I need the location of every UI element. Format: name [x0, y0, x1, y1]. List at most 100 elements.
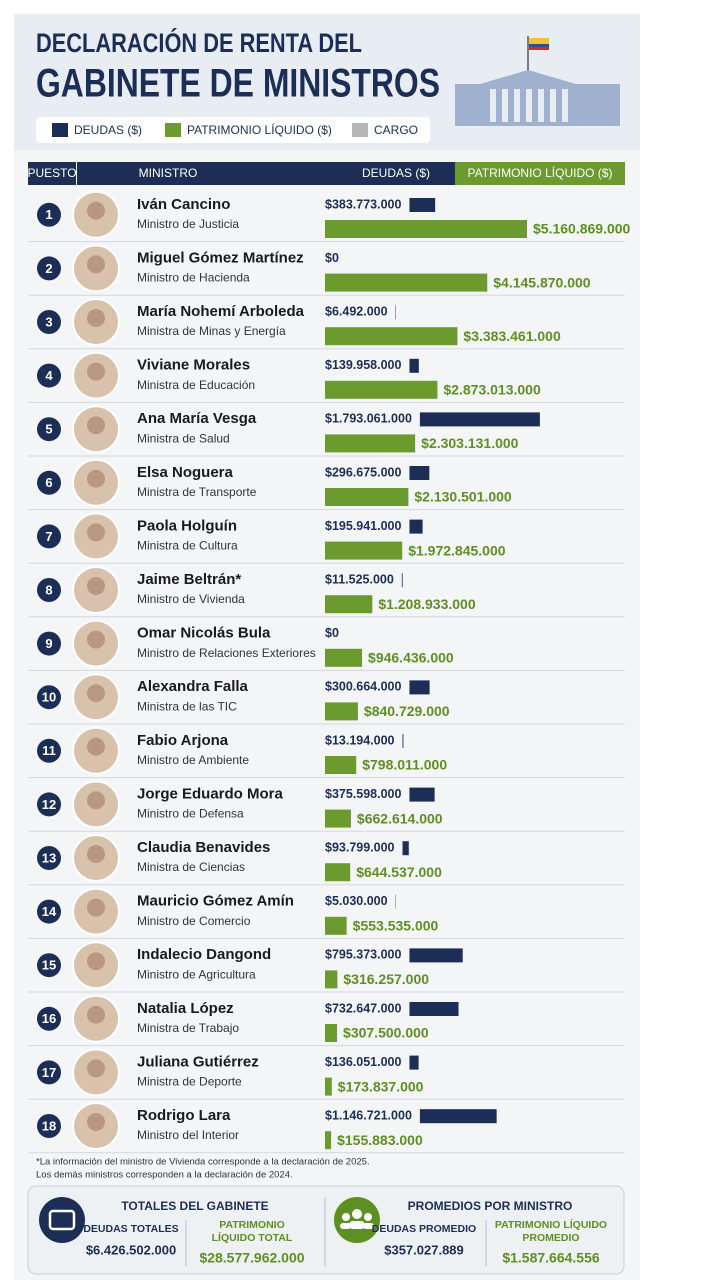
- minister-name: Juliana Gutiérrez: [137, 1053, 259, 1070]
- minister-role: Ministra de las TIC: [137, 699, 237, 713]
- summary-label: PATRIMONIO: [219, 1219, 285, 1231]
- rank: 8: [45, 582, 52, 597]
- legend-swatch: [352, 123, 368, 137]
- minister-role: Ministro de Defensa: [137, 807, 244, 821]
- minister-name: Claudia Benavides: [137, 839, 270, 856]
- legend-label: CARGO: [374, 123, 418, 137]
- patrimony-label: $316.257.000: [343, 971, 429, 987]
- rank: 11: [42, 743, 56, 758]
- debt-bar: [402, 734, 404, 748]
- column-header: DEUDAS ($): [362, 166, 430, 180]
- minister-role: Ministra de Minas y Energía: [137, 324, 286, 338]
- minister-role: Ministro de Relaciones Exteriores: [137, 646, 316, 660]
- patrimony-bar: [325, 273, 488, 292]
- rank-badge: [37, 1006, 61, 1031]
- patrimony-bar: [325, 220, 527, 238]
- rank: 7: [45, 529, 52, 544]
- summary-label: DEUDAS TOTALES: [83, 1223, 178, 1235]
- legend-swatch: [165, 123, 181, 137]
- rank: 13: [42, 850, 56, 865]
- summary-label: LÍQUIDO TOTAL: [212, 1231, 293, 1244]
- legend-swatch: [52, 123, 68, 137]
- rank-badge: [37, 578, 61, 602]
- debt-bar: [401, 573, 403, 588]
- title-line: DECLARACIÓN DE RENTA DEL: [36, 27, 362, 58]
- debt-label: $0: [325, 251, 339, 265]
- debt-bar: [409, 466, 430, 480]
- minister-name: Jaime Beltrán*: [137, 571, 241, 588]
- minister-role: Ministro del Interior: [137, 1128, 239, 1142]
- debt-bar: [409, 1002, 459, 1016]
- debt-label: $6.492.000: [325, 304, 388, 318]
- rank: 2: [45, 261, 52, 276]
- rank: 15: [42, 958, 56, 973]
- summary-label: DEUDAS PROMEDIO: [372, 1223, 476, 1235]
- patrimony-bar: [325, 434, 416, 453]
- minister-name: Mauricio Gómez Amín: [137, 893, 294, 910]
- patrimony-label: $2.130.501.000: [414, 489, 512, 505]
- debt-bar: [409, 198, 436, 212]
- debt-label: $93.799.000: [325, 840, 395, 854]
- debt-label: $1.146.721.000: [325, 1108, 412, 1122]
- rank-badge: [37, 738, 61, 763]
- patrimony-label: $307.500.000: [343, 1025, 429, 1041]
- debt-label: $11.525.000: [325, 572, 394, 586]
- rank: 18: [42, 1118, 56, 1133]
- minister-name: Miguel Gómez Martínez: [137, 249, 304, 266]
- minister-name: Indalecio Dangond: [137, 946, 271, 963]
- debt-label: $195.941.000: [325, 519, 402, 533]
- photo-face: [87, 469, 105, 488]
- debt-bar: [409, 519, 423, 534]
- rank-badge: [37, 470, 61, 495]
- patrimony-bar: [325, 809, 351, 828]
- minister-role: Ministra de Ciencias: [137, 860, 245, 874]
- photo-face: [87, 309, 105, 327]
- rank: 5: [45, 422, 52, 437]
- minister-role: Ministro de Hacienda: [137, 271, 250, 285]
- people-glyph: [340, 1209, 374, 1229]
- photo-face: [87, 523, 105, 542]
- minister-role: Ministra de Educación: [137, 378, 255, 392]
- debt-bar: [419, 1109, 497, 1124]
- rank: 14: [42, 904, 57, 919]
- minister-name: Omar Nicolás Bula: [137, 625, 271, 642]
- patrimony-bar: [325, 488, 409, 506]
- summary-title: TOTALES DEL GABINETE: [121, 1199, 268, 1213]
- photo-face: [87, 1005, 105, 1024]
- summary-value: $28.577.962.000: [199, 1250, 304, 1266]
- rank: 9: [45, 636, 52, 651]
- minister-role: Ministra de Cultura: [137, 539, 238, 553]
- photo-face: [87, 416, 105, 435]
- header-cell: [77, 162, 455, 185]
- patrimony-bar: [325, 327, 458, 346]
- patrimony-label: $553.535.000: [353, 918, 439, 934]
- minister-name: Jorge Eduardo Mora: [137, 785, 284, 802]
- photo-face: [87, 630, 105, 649]
- rank-badge: [37, 417, 61, 442]
- patrimony-label: $4.145.870.000: [493, 274, 591, 290]
- debt-bar: [409, 680, 430, 695]
- patrimony-label: $155.883.000: [337, 1132, 423, 1148]
- debt-label: $139.958.000: [325, 358, 402, 372]
- photo-face: [87, 791, 105, 810]
- legend-box: [36, 117, 430, 143]
- patrimony-label: $840.729.000: [364, 703, 450, 719]
- minister-role: Ministro de Justicia: [137, 217, 239, 231]
- patrimony-bar: [325, 702, 358, 721]
- patrimony-bar: [325, 648, 363, 667]
- patrimony-label: $662.614.000: [357, 810, 443, 826]
- patrimony-bar: [325, 916, 347, 935]
- patrimony-bar: [325, 380, 438, 399]
- summary-label: PROMEDIO: [522, 1232, 579, 1244]
- debt-label: $383.773.000: [325, 197, 402, 211]
- rank: 3: [45, 314, 52, 329]
- minister-role: Ministro de Agricultura: [137, 967, 256, 981]
- minister-name: Paola Holguín: [137, 517, 237, 534]
- patrimony-bar: [325, 756, 357, 774]
- header-cell: [455, 162, 625, 185]
- patrimony-label: $2.303.131.000: [421, 435, 519, 451]
- rank: 1: [45, 207, 52, 222]
- photo-face: [87, 201, 105, 220]
- patrimony-bar: [325, 863, 351, 882]
- debt-label: $136.051.000: [325, 1055, 402, 1069]
